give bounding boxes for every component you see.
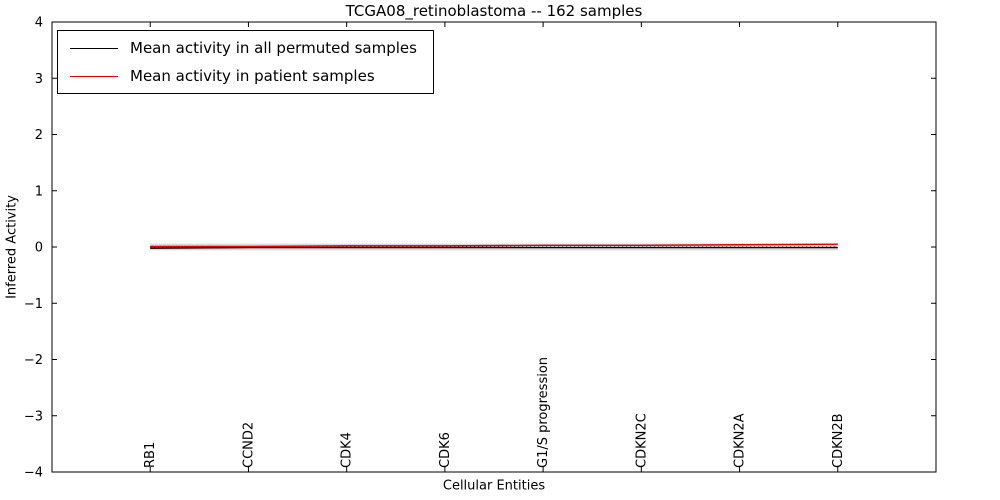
series-line-1	[150, 243, 838, 248]
legend: Mean activity in all permuted samples Mea…	[57, 30, 434, 94]
x-tick-label: CDKN2B	[831, 413, 846, 468]
series-line-0	[150, 246, 838, 249]
legend-item: Mean activity in all permuted samples	[70, 39, 417, 57]
legend-item: Mean activity in patient samples	[70, 67, 417, 85]
y-tick-label: 1	[35, 184, 43, 199]
y-tick-label: −2	[24, 353, 43, 368]
y-tick-label: 4	[35, 16, 43, 31]
y-tick-label: −3	[24, 409, 43, 424]
x-axis-label: Cellular Entities	[442, 478, 546, 494]
x-tick-label: CDK6	[438, 432, 453, 468]
y-tick-label: −4	[24, 466, 43, 481]
x-tick-label: CCND2	[241, 422, 256, 468]
y-tick-label: 2	[35, 128, 43, 143]
legend-line-swatch	[70, 47, 118, 49]
y-tick-label: 0	[35, 241, 43, 256]
y-tick-label: −1	[24, 297, 43, 312]
legend-label: Mean activity in patient samples	[130, 67, 375, 85]
x-tick-label: CDKN2C	[634, 413, 649, 468]
legend-line-swatch	[70, 75, 118, 77]
x-tick-label: RB1	[143, 442, 158, 468]
x-tick-label: CDK4	[340, 432, 355, 468]
x-tick-label: G1/S progression	[536, 357, 551, 468]
y-tick-label: 3	[35, 72, 43, 87]
chart-title: TCGA08_retinoblastoma -- 162 samples	[345, 2, 643, 20]
y-axis-label: Inferred Activity	[4, 195, 20, 299]
legend-label: Mean activity in all permuted samples	[130, 39, 417, 57]
x-tick-label: CDKN2A	[733, 413, 748, 468]
